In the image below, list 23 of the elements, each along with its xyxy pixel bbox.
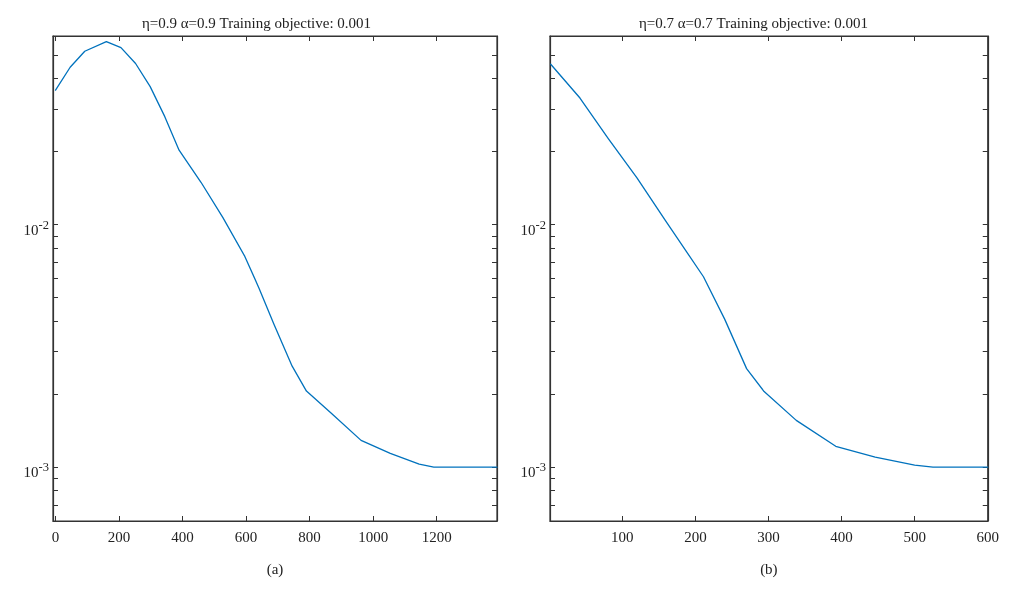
y-tick-label: 10$^{-3}$ bbox=[520, 459, 546, 481]
y-tick-label: 10$^{-2}$ bbox=[520, 216, 546, 238]
line-series bbox=[54, 40, 498, 468]
x-tick-label: 400 bbox=[830, 528, 853, 545]
x-tick-label: 600 bbox=[234, 528, 258, 545]
x-tick-label: 800 bbox=[298, 528, 321, 545]
y-tick-label: 10$^{-3}$ bbox=[23, 459, 49, 481]
x-tick-label: 200 bbox=[107, 528, 131, 545]
x-axis-title: (b) bbox=[760, 560, 778, 578]
x-tick-label: 400 bbox=[171, 528, 194, 545]
chart-title: η=0.9 α=0.9 Training objective: 0.001 bbox=[141, 14, 372, 31]
x-axis-title: (a) bbox=[266, 560, 284, 578]
chart-title: η=0.7 α=0.7 Training objective: 0.001 bbox=[638, 14, 869, 31]
line-series bbox=[550, 63, 989, 468]
x-tick-label: 1200 bbox=[421, 528, 452, 545]
x-tick-label: 100 bbox=[611, 528, 634, 545]
x-tick-label: 1000 bbox=[358, 528, 389, 545]
y-tick-label: 10$^{-2}$ bbox=[23, 216, 49, 238]
x-tick-label: 200 bbox=[684, 528, 707, 545]
x-tick-label: 300 bbox=[757, 528, 780, 545]
x-tick-label: 0 bbox=[51, 528, 60, 545]
x-tick-label: 500 bbox=[903, 528, 926, 545]
x-tick-label: 600 bbox=[976, 528, 999, 545]
